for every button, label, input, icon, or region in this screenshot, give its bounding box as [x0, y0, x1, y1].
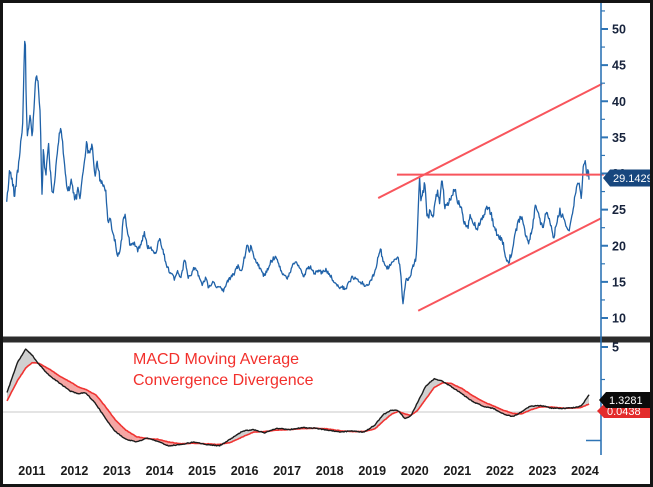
macd-annotation-line2: Convergence Divergence	[133, 372, 314, 389]
x-axis-year-label: 2022	[486, 464, 514, 478]
x-axis-year-label: 2015	[188, 464, 216, 478]
macd-fill-positive	[411, 378, 446, 415]
x-axis-year-label: 2020	[401, 464, 429, 478]
macd-annotation: MACD Moving Average Convergence Divergen…	[133, 351, 314, 389]
x-axis-year-label: 2016	[231, 464, 259, 478]
y-axis-tick-label: 10	[612, 312, 626, 326]
y-axis-tick-label: 50	[612, 23, 626, 37]
signal-line	[6, 361, 590, 446]
macd-fill-positive	[565, 394, 589, 409]
y-axis-tick-label: 25	[612, 203, 626, 217]
x-axis-year-label: 2011	[18, 464, 45, 478]
macd-line	[6, 348, 590, 447]
x-axis-year-label: 2013	[103, 464, 131, 478]
y-axis-tick-label: 45	[612, 59, 626, 73]
x-axis-year-label: 2014	[146, 464, 174, 478]
x-axis-year-label: 2021	[443, 464, 471, 478]
signal-value-tag-label: 0.0438	[607, 406, 641, 418]
price-axis-tag[interactable]	[603, 169, 651, 187]
macd-value-tag[interactable]	[599, 392, 651, 408]
y-axis-tick-label: 15	[612, 275, 626, 289]
price-line	[6, 40, 590, 305]
x-axis-year-label: 2018	[316, 464, 344, 478]
macd-fill-negative	[445, 382, 519, 417]
x-axis-year-label: 2023	[529, 464, 557, 478]
panel-separator[interactable]	[0, 336, 653, 343]
x-axis-year-label: 2017	[273, 464, 301, 478]
macd-annotation-line1: MACD Moving Average	[133, 351, 299, 368]
macd-fill-positive	[365, 410, 399, 432]
price-axis-tag-label: 29.1429	[613, 173, 653, 185]
macd-fill-negative	[38, 363, 147, 442]
x-axis-year-label: 2019	[358, 464, 386, 478]
x-axis-year-label: 2012	[60, 464, 88, 478]
y-axis-tick-label: 20	[612, 239, 626, 253]
y-axis-tick-label: 40	[612, 95, 626, 109]
upper-trendline[interactable]	[377, 83, 603, 199]
lower-trendline[interactable]	[417, 217, 602, 312]
macd-fill-positive	[7, 349, 38, 401]
y-axis-tick-label: 5	[612, 341, 619, 355]
x-axis-year-label: 2024	[571, 464, 599, 478]
y-axis-tick-label: 35	[612, 131, 626, 145]
macd-value-tag-label: 1.3281	[609, 395, 643, 407]
